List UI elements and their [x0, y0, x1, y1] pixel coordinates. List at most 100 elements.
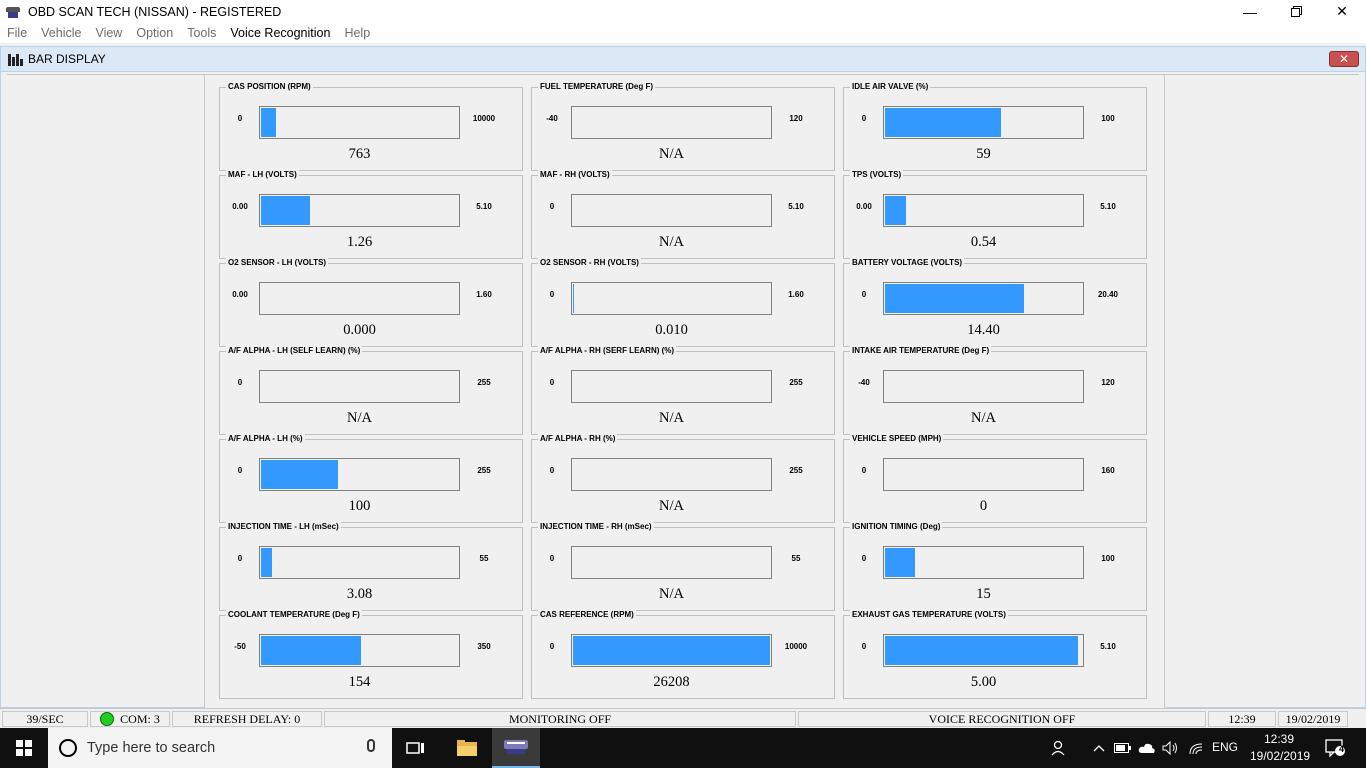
gauge-bar — [259, 106, 460, 139]
gauge-box: TPS (VOLTS) 0.00 5.10 0.54 — [843, 170, 1147, 259]
gauge-min: 0 — [861, 554, 867, 563]
taskbar: Type here to search ENG 12:39 19/02/2019… — [0, 728, 1366, 768]
gauge-title: MAF - LH (VOLTS) — [226, 170, 299, 179]
menu-vehicle[interactable]: Vehicle — [41, 26, 82, 40]
clock-date[interactable]: 19/02/2019 — [1250, 749, 1311, 763]
gauge-box: MAF - LH (VOLTS) 0.00 5.10 1.26 — [219, 170, 523, 259]
gauge-min: 0.00 — [856, 202, 872, 211]
gauge-bar — [259, 634, 460, 667]
action-center-button[interactable]: 4 — [1318, 728, 1352, 768]
gauge-box: A/F ALPHA - LH (SELF LEARN) (%) 0 255 N/A — [219, 346, 523, 435]
restore-button[interactable] — [1273, 0, 1319, 23]
gauge-bar — [571, 370, 772, 403]
gauge-title: A/F ALPHA - RH (SERF LEARN) (%) — [538, 346, 677, 355]
language-indicator[interactable]: ENG — [1212, 740, 1239, 754]
gauge-min: 0 — [549, 642, 555, 651]
gauge-box: INTAKE AIR TEMPERATURE (Deg F) -40 120 N/A — [843, 346, 1147, 435]
gauge-bar-fill — [261, 636, 361, 665]
gauge-max: 55 — [479, 554, 489, 563]
gauge-bar-fill — [261, 196, 310, 225]
search-icon — [59, 739, 77, 757]
notification-count: 4 — [1339, 744, 1345, 754]
gauge-bar — [883, 458, 1084, 491]
gauge-box: IGNITION TIMING (Deg) 0 100 15 — [843, 522, 1147, 611]
menu-help[interactable]: Help — [344, 26, 371, 40]
gauge-bar-fill — [885, 548, 915, 577]
volume-button[interactable] — [1160, 728, 1182, 768]
notification-icon — [1325, 739, 1345, 757]
gauge-bar — [571, 282, 772, 315]
start-button[interactable] — [0, 728, 48, 768]
gauge-box: VEHICLE SPEED (MPH) 0 160 0 — [843, 434, 1147, 523]
gauge-box: A/F ALPHA - RH (SERF LEARN) (%) 0 255 N/A — [531, 346, 835, 435]
gauge-max: 55 — [791, 554, 801, 563]
onedrive-button[interactable] — [1136, 728, 1158, 768]
gauge-min: -40 — [858, 378, 870, 387]
gauge-max: 20.40 — [1097, 290, 1119, 299]
gauge-max: 5.10 — [1100, 202, 1116, 211]
gauge-max: 10000 — [784, 642, 808, 651]
minimize-button[interactable]: — — [1243, 3, 1257, 20]
status-com: COM: 3 — [90, 711, 170, 727]
gauge-min: -40 — [546, 114, 558, 123]
gauge-max: 350 — [477, 642, 491, 651]
gauge-max: 120 — [789, 114, 803, 123]
close-button[interactable]: ✕ — [1336, 3, 1348, 19]
gauge-max: 5.10 — [476, 202, 492, 211]
gauge-min: 0 — [237, 466, 243, 475]
gauge-value: N/A — [347, 410, 372, 426]
people-button[interactable] — [1040, 728, 1080, 768]
microphone-icon[interactable] — [367, 739, 375, 752]
gauge-value: 14.40 — [967, 322, 1000, 338]
battery-button[interactable] — [1112, 728, 1134, 768]
connection-led-icon — [100, 712, 115, 726]
gauge-title: O2 SENSOR - LH (VOLTS) — [226, 258, 329, 267]
status-date: 19/02/2019 — [1278, 711, 1348, 727]
gauge-bar — [883, 546, 1084, 579]
gauge-min: 0.00 — [232, 202, 248, 211]
child-title-bar: BAR DISPLAY ✕ — [1, 47, 1365, 72]
network-button[interactable] — [1186, 728, 1208, 768]
menu-view[interactable]: View — [95, 26, 123, 40]
menu-option[interactable]: Option — [136, 26, 174, 40]
gauge-title: IDLE AIR VALVE (%) — [850, 82, 931, 91]
gauge-box: A/F ALPHA - RH (%) 0 255 N/A — [531, 434, 835, 523]
gauge-value: 154 — [348, 674, 371, 690]
taskbar-search[interactable]: Type here to search — [48, 728, 392, 768]
gauge-value: 100 — [348, 498, 371, 514]
file-explorer-button[interactable] — [443, 728, 491, 768]
status-time: 12:39 — [1208, 711, 1276, 727]
gauge-title: FUEL TEMPERATURE (Deg F) — [538, 82, 656, 91]
clock-time[interactable]: 12:39 — [1264, 732, 1295, 746]
gauge-title: A/F ALPHA - LH (%) — [226, 434, 305, 443]
child-close-button[interactable]: ✕ — [1329, 51, 1359, 67]
gauge-max: 160 — [1101, 466, 1115, 475]
gauge-bar — [259, 282, 460, 315]
gauge-max: 1.60 — [476, 290, 492, 299]
menu-tools[interactable]: Tools — [187, 26, 217, 40]
battery-icon — [1114, 743, 1131, 753]
bar-chart-icon — [7, 52, 23, 66]
menu-voice-recognition[interactable]: Voice Recognition — [230, 26, 331, 40]
gauge-max: 255 — [789, 378, 803, 387]
gauge-box: IDLE AIR VALVE (%) 0 100 59 — [843, 82, 1147, 171]
folder-icon — [457, 740, 477, 756]
gauge-panel: CAS POSITION (RPM) 0 10000 763 FUEL TEMPERAT… — [204, 75, 1165, 709]
menu-bar: File Vehicle View Option Tools Voice Rec… — [0, 23, 1366, 43]
gauge-box: A/F ALPHA - LH (%) 0 255 100 — [219, 434, 523, 523]
gauge-value: 1.26 — [346, 234, 373, 250]
gauge-value: 26208 — [653, 674, 690, 690]
gauge-title: COOLANT TEMPERATURE (Deg F) — [226, 610, 362, 619]
gauge-box: INJECTION TIME - LH (mSec) 0 55 3.08 — [219, 522, 523, 611]
gauge-value: N/A — [659, 410, 684, 426]
people-icon — [1051, 740, 1065, 756]
gauge-title: A/F ALPHA - RH (%) — [538, 434, 618, 443]
gauge-box: CAS REFERENCE (RPM) 0 10000 26208 — [531, 610, 835, 699]
restore-icon — [1290, 6, 1302, 17]
task-view-button[interactable] — [392, 728, 440, 768]
obd-app-taskbar-button[interactable] — [492, 728, 540, 768]
gauge-min: 0 — [237, 378, 243, 387]
tray-overflow-button[interactable] — [1086, 728, 1112, 768]
gauge-box: INJECTION TIME - RH (mSec) 0 55 N/A — [531, 522, 835, 611]
menu-file[interactable]: File — [7, 26, 28, 40]
